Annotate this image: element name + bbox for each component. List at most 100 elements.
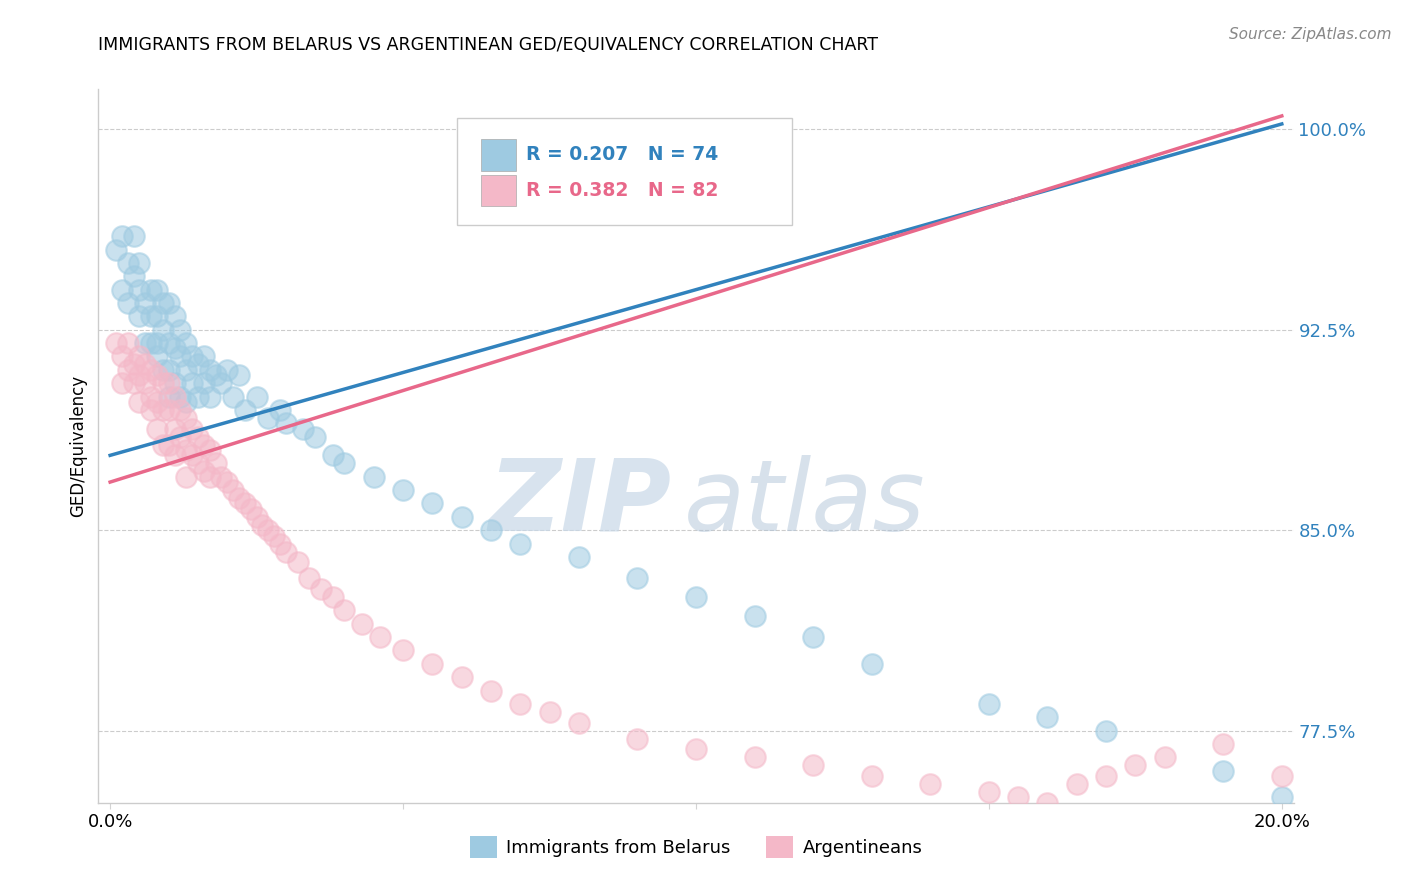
Point bbox=[252, 517, 274, 532]
Point bbox=[157, 336, 180, 351]
Point bbox=[141, 363, 163, 377]
Point bbox=[217, 475, 239, 489]
Point bbox=[174, 442, 197, 457]
Point bbox=[1125, 758, 1147, 772]
Point bbox=[298, 571, 321, 585]
Point bbox=[198, 363, 221, 377]
Point bbox=[128, 350, 150, 364]
Point bbox=[141, 336, 163, 351]
Point bbox=[128, 368, 150, 383]
Point bbox=[163, 422, 186, 436]
Point bbox=[479, 523, 502, 537]
Point bbox=[228, 368, 250, 383]
Point bbox=[269, 403, 291, 417]
Point bbox=[105, 243, 128, 257]
Point bbox=[163, 448, 186, 462]
Point bbox=[152, 296, 174, 310]
Point bbox=[479, 683, 502, 698]
Point bbox=[163, 342, 186, 356]
Point bbox=[152, 403, 174, 417]
Point bbox=[626, 571, 648, 585]
Point bbox=[801, 758, 824, 772]
Point bbox=[174, 395, 197, 409]
Point bbox=[257, 411, 280, 425]
Point bbox=[169, 403, 191, 417]
Point bbox=[257, 523, 280, 537]
Point bbox=[198, 442, 221, 457]
Point bbox=[287, 555, 309, 569]
Point bbox=[239, 501, 262, 516]
Point bbox=[181, 350, 204, 364]
Point bbox=[211, 469, 233, 483]
Point bbox=[193, 438, 215, 452]
Point bbox=[187, 456, 209, 470]
Point bbox=[333, 603, 356, 617]
Text: Source: ZipAtlas.com: Source: ZipAtlas.com bbox=[1229, 27, 1392, 42]
Point bbox=[1153, 750, 1175, 764]
Point bbox=[860, 769, 883, 783]
Point bbox=[977, 697, 1000, 711]
Point bbox=[181, 422, 204, 436]
Point bbox=[193, 464, 215, 478]
Point bbox=[352, 616, 374, 631]
Point bbox=[117, 336, 139, 351]
Point bbox=[450, 509, 472, 524]
Point bbox=[187, 390, 209, 404]
Point bbox=[141, 403, 163, 417]
Point bbox=[368, 630, 391, 644]
Point bbox=[363, 469, 385, 483]
Point bbox=[152, 376, 174, 391]
Point bbox=[222, 390, 245, 404]
Point bbox=[187, 430, 209, 444]
Point bbox=[169, 350, 191, 364]
Point bbox=[198, 390, 221, 404]
Point bbox=[146, 350, 169, 364]
Point bbox=[228, 491, 250, 505]
Point bbox=[204, 456, 226, 470]
Point bbox=[246, 390, 269, 404]
Point bbox=[157, 390, 180, 404]
Point bbox=[146, 336, 169, 351]
Point bbox=[122, 269, 145, 284]
Point bbox=[263, 528, 285, 542]
Point bbox=[626, 731, 648, 746]
Point bbox=[322, 448, 344, 462]
Point bbox=[111, 350, 134, 364]
Point bbox=[744, 608, 766, 623]
Point bbox=[169, 430, 191, 444]
Point bbox=[222, 483, 245, 497]
Point bbox=[163, 376, 186, 391]
Point bbox=[141, 283, 163, 297]
Point bbox=[211, 376, 233, 391]
Point bbox=[568, 549, 591, 564]
Point bbox=[450, 670, 472, 684]
Point bbox=[181, 376, 204, 391]
Text: ZIP: ZIP bbox=[489, 455, 672, 551]
Legend: Immigrants from Belarus, Argentineans: Immigrants from Belarus, Argentineans bbox=[463, 829, 929, 865]
Point bbox=[1212, 764, 1234, 778]
FancyBboxPatch shape bbox=[481, 139, 516, 170]
Point bbox=[134, 376, 156, 391]
Point bbox=[422, 657, 444, 671]
Point bbox=[146, 310, 169, 324]
Point bbox=[169, 323, 191, 337]
Text: IMMIGRANTS FROM BELARUS VS ARGENTINEAN GED/EQUIVALENCY CORRELATION CHART: IMMIGRANTS FROM BELARUS VS ARGENTINEAN G… bbox=[98, 36, 879, 54]
Point bbox=[111, 376, 134, 391]
Point bbox=[509, 536, 531, 550]
Point bbox=[685, 742, 707, 756]
Point bbox=[1271, 790, 1294, 805]
Point bbox=[1095, 723, 1118, 738]
Point bbox=[146, 283, 169, 297]
Point bbox=[141, 390, 163, 404]
Point bbox=[685, 590, 707, 604]
Point bbox=[246, 509, 269, 524]
Point bbox=[198, 469, 221, 483]
Point bbox=[111, 229, 134, 244]
Point bbox=[163, 390, 186, 404]
Point bbox=[204, 368, 226, 383]
Point bbox=[117, 363, 139, 377]
Point bbox=[117, 296, 139, 310]
Point bbox=[187, 358, 209, 372]
Point bbox=[105, 336, 128, 351]
Point bbox=[1271, 769, 1294, 783]
